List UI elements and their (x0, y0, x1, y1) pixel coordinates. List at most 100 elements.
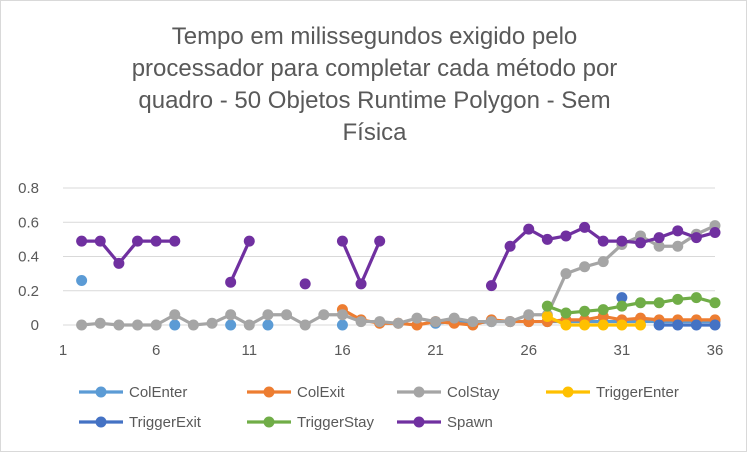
data-point (374, 316, 386, 328)
x-tick-label: 36 (707, 342, 724, 359)
data-point (113, 319, 125, 331)
data-point (672, 240, 684, 252)
data-point (225, 309, 237, 321)
chart-title-line-3: quadro - 50 Objetos Runtime Polygon - Se… (138, 87, 611, 114)
data-point (616, 319, 628, 331)
data-point (653, 319, 665, 331)
data-point (709, 227, 721, 239)
series-TriggerEnter (541, 310, 646, 331)
data-point (579, 221, 591, 233)
data-point (616, 235, 628, 247)
data-point (504, 240, 516, 252)
legend-label: TriggerEnter (596, 384, 679, 401)
data-point (225, 319, 237, 331)
data-point (560, 268, 572, 280)
data-point (579, 305, 591, 317)
legend-marker (95, 386, 107, 398)
chart-title: Tempo em milissegundos exigido pelo proc… (41, 21, 708, 149)
data-point (597, 235, 609, 247)
series-TriggerStay (541, 292, 721, 319)
data-point (485, 316, 497, 328)
x-tick-label: 16 (334, 342, 351, 359)
data-point (150, 235, 162, 247)
series-ColStay (76, 220, 721, 331)
data-point (560, 230, 572, 242)
data-point (243, 319, 255, 331)
data-point (76, 319, 88, 331)
data-point (392, 317, 404, 329)
data-point (709, 319, 721, 331)
data-point (560, 307, 572, 319)
data-point (76, 274, 88, 286)
series-line (229, 239, 251, 284)
data-point (579, 261, 591, 273)
y-tick-label: 0.6 (18, 214, 39, 231)
data-point (262, 319, 274, 331)
x-tick-label: 6 (152, 342, 160, 359)
data-point (672, 225, 684, 237)
x-tick-label: 1 (59, 342, 67, 359)
data-point (318, 309, 330, 321)
data-point (113, 257, 125, 269)
data-point (94, 235, 106, 247)
data-point (597, 319, 609, 331)
data-point (541, 233, 553, 245)
data-point (355, 278, 367, 290)
legend-label: ColEnter (129, 384, 187, 401)
chart-title-line-2: processador para completar cada método p… (131, 55, 618, 82)
y-tick-label: 0.4 (18, 249, 39, 266)
legend-label: ColStay (447, 384, 500, 401)
legend-marker (263, 386, 275, 398)
legend-label: ColExit (297, 384, 345, 401)
data-point (430, 316, 442, 328)
series-Spawn (76, 221, 721, 292)
legend-item-Spawn: Spawn (397, 414, 493, 431)
data-point (150, 319, 162, 331)
data-point (448, 312, 460, 324)
data-point (169, 309, 181, 321)
data-point (336, 309, 348, 321)
data-point (597, 256, 609, 268)
series-TriggerExit (616, 292, 721, 331)
data-point (690, 292, 702, 304)
data-point (504, 316, 516, 328)
data-point (169, 319, 181, 331)
data-point (243, 235, 255, 247)
chart-title-line-1: Tempo em milissegundos exigido pelo (171, 23, 578, 50)
data-point (634, 319, 646, 331)
legend-marker (413, 416, 425, 428)
data-point (541, 300, 553, 312)
data-point (616, 300, 628, 312)
data-point (187, 319, 199, 331)
data-point (374, 235, 386, 247)
data-point (411, 312, 423, 324)
x-tick-label: 11 (241, 342, 257, 359)
data-point (355, 316, 367, 328)
data-point (262, 309, 274, 321)
data-point (467, 316, 479, 328)
series-line (545, 296, 717, 315)
data-point (597, 304, 609, 316)
data-point (169, 235, 181, 247)
data-point (690, 319, 702, 331)
data-point (225, 276, 237, 288)
legend-marker (95, 416, 107, 428)
legend-marker (263, 416, 275, 428)
y-tick-label: 0 (31, 317, 39, 334)
data-point (672, 319, 684, 331)
legend-label: TriggerExit (129, 414, 202, 431)
legend-item-TriggerStay: TriggerStay (247, 414, 374, 431)
legend-label: TriggerStay (297, 414, 374, 431)
legend-item-ColEnter: ColEnter (79, 384, 187, 401)
data-point (94, 317, 106, 329)
data-point (634, 237, 646, 249)
legend-marker (562, 386, 574, 398)
x-tick-label: 21 (427, 342, 444, 359)
y-tick-label: 0.2 (18, 283, 39, 300)
data-point (523, 309, 535, 321)
data-point (616, 292, 628, 304)
data-point (541, 310, 553, 322)
data-point (709, 297, 721, 309)
